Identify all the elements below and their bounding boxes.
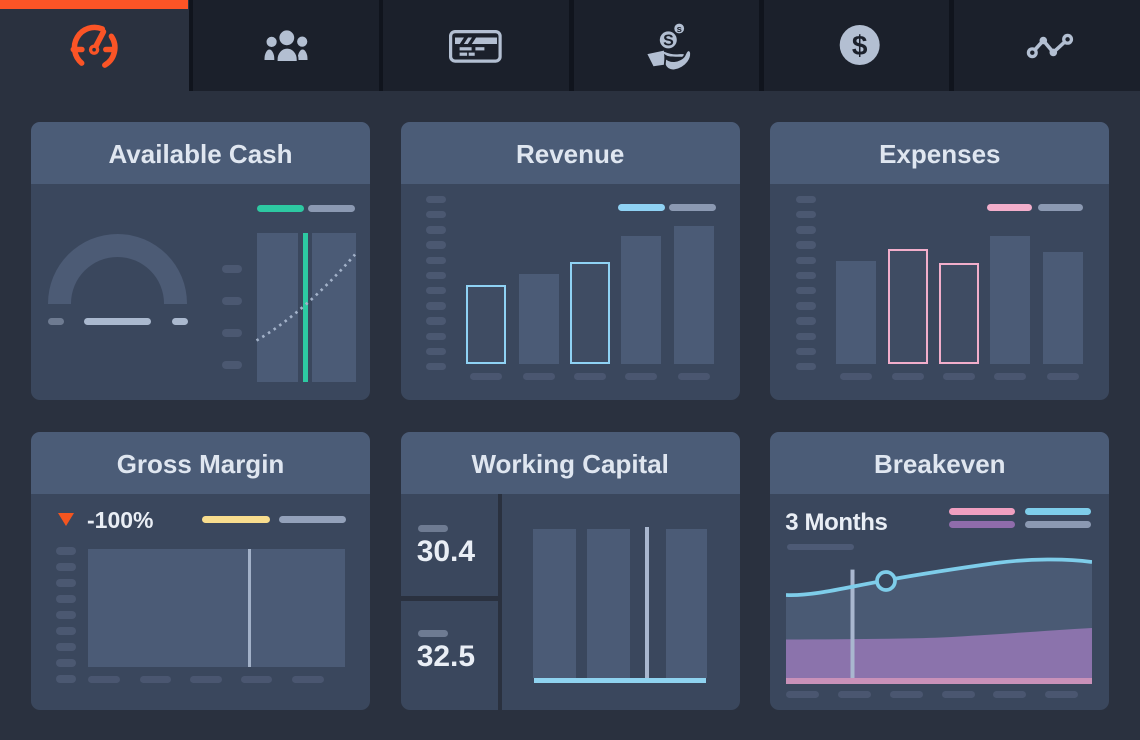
svg-text:s: s bbox=[677, 24, 682, 35]
svg-text:S: S bbox=[663, 33, 674, 50]
svg-text:$: $ bbox=[852, 30, 868, 61]
